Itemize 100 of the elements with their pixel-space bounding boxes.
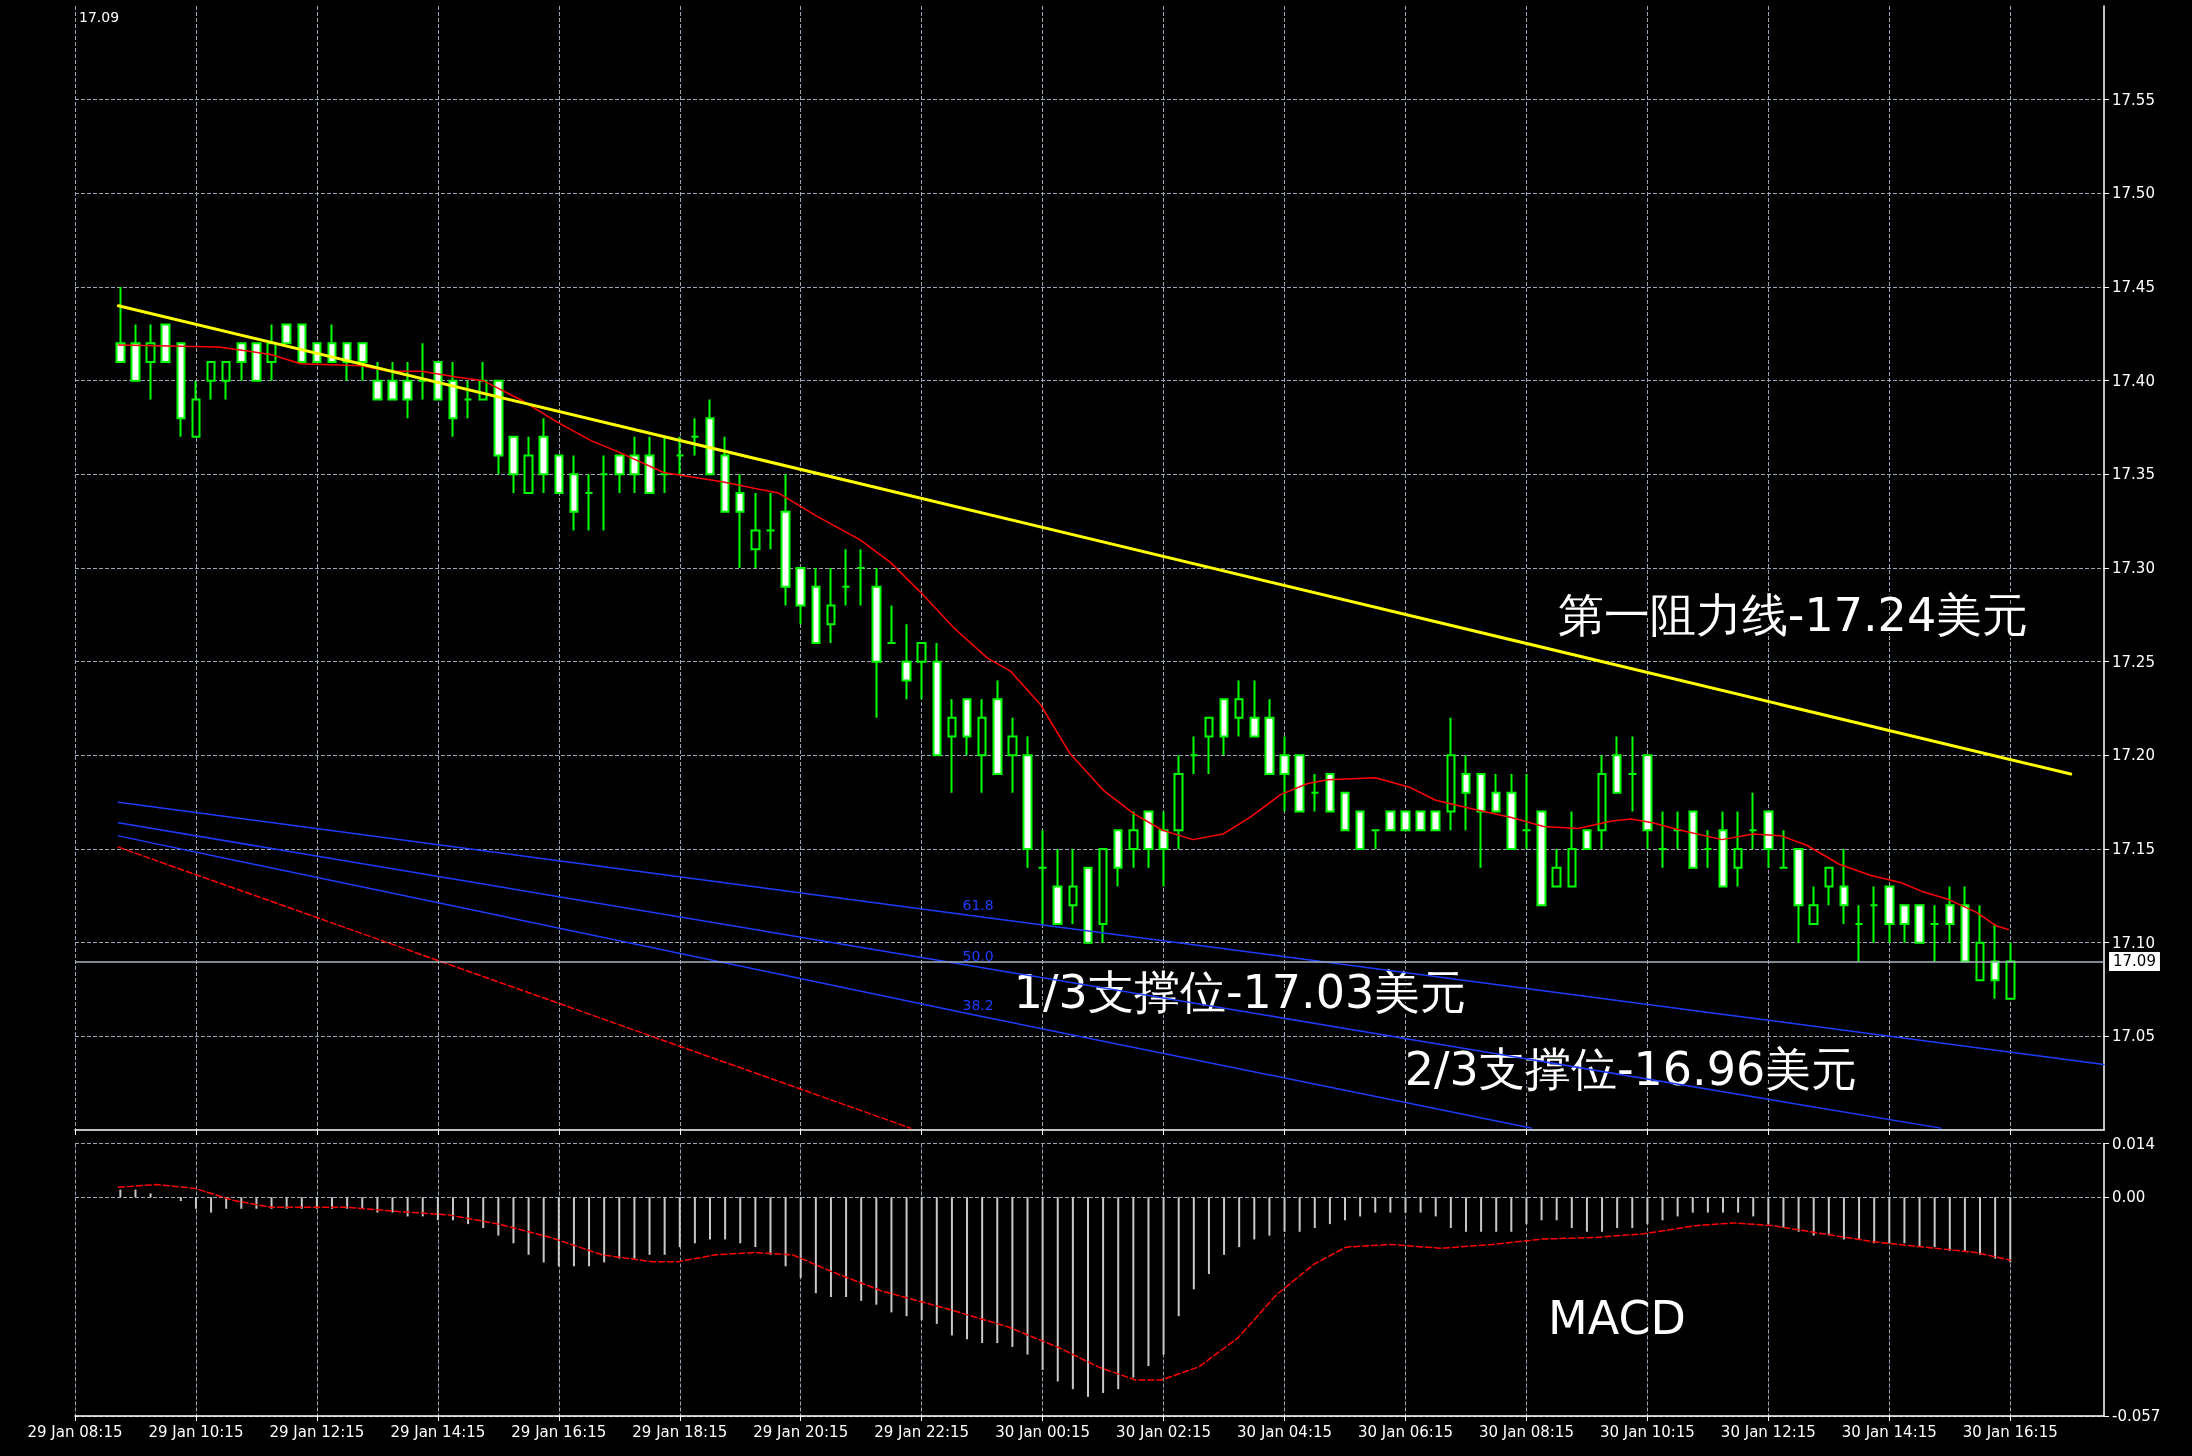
candlestick — [1718, 810, 1728, 888]
bar — [1601, 1197, 1604, 1232]
bar — [1056, 1197, 1059, 1382]
candlestick — [1884, 885, 1895, 944]
candlestick — [266, 323, 277, 382]
bar — [1192, 1197, 1195, 1290]
bar — [1207, 1197, 1210, 1274]
bar — [497, 1197, 500, 1236]
candlestick — [1173, 754, 1184, 850]
bar — [1495, 1197, 1498, 1232]
bar — [1767, 1197, 1770, 1225]
x-tick-label: 30 Jan 10:15 — [1599, 1422, 1695, 1441]
candlestick — [2005, 941, 2016, 1000]
candlestick — [977, 698, 987, 794]
candlestick — [1688, 810, 1698, 869]
candlestick — [1158, 810, 1169, 888]
bar — [1102, 1197, 1105, 1393]
bar — [436, 1197, 439, 1221]
x-tick-label: 30 Jan 16:15 — [1962, 1422, 2058, 1441]
y-tick-label: -0.057 — [2112, 1407, 2161, 1425]
bar — [678, 1197, 681, 1248]
bar — [1404, 1197, 1407, 1213]
x-tick-label: 30 Jan 02:15 — [1116, 1422, 1212, 1441]
bar — [966, 1197, 969, 1340]
candlestick — [1793, 848, 1804, 944]
candlestick — [1808, 885, 1819, 925]
candlestick — [992, 679, 1003, 776]
bar — [1737, 1197, 1740, 1213]
candlestick — [523, 435, 534, 495]
series-label: 50.0 — [962, 948, 994, 965]
candlestick — [705, 398, 715, 476]
y-tick-label: 0.00 — [2112, 1188, 2146, 1207]
candlestick — [1642, 754, 1653, 850]
x-tick-label: 30 Jan 06:15 — [1358, 1422, 1453, 1441]
bar — [1691, 1197, 1694, 1213]
bar — [950, 1197, 953, 1336]
candlestick — [1975, 904, 1985, 982]
x-tick-label: 29 Jan 22:15 — [874, 1422, 970, 1441]
x-tick-label: 30 Jan 12:15 — [1720, 1422, 1816, 1441]
candlestick — [1657, 810, 1668, 869]
ref-line-label: 17.09 — [2113, 952, 2156, 971]
candlestick — [1763, 810, 1774, 869]
bar — [981, 1197, 984, 1344]
candlestick — [508, 435, 519, 495]
bar — [1661, 1197, 1664, 1221]
candlestick — [1476, 773, 1486, 869]
candlestick — [750, 492, 761, 569]
bar — [1011, 1197, 1014, 1347]
candlestick — [1854, 904, 1864, 963]
x-tick-label: 29 Jan 16:15 — [511, 1422, 607, 1441]
candlestick — [221, 360, 231, 401]
candlestick — [780, 473, 791, 607]
candlestick — [1914, 904, 1925, 944]
candlestick — [1869, 885, 1879, 944]
bar — [860, 1197, 863, 1301]
candlestick — [690, 417, 700, 457]
candlestick — [236, 342, 247, 382]
bar — [451, 1197, 454, 1221]
bar — [1313, 1197, 1316, 1228]
bar — [300, 1197, 303, 1209]
candlestick — [841, 548, 851, 607]
bar — [1464, 1197, 1467, 1232]
candlestick — [1672, 810, 1683, 850]
candlestick — [720, 435, 730, 513]
bar — [1948, 1197, 1951, 1251]
bar — [1540, 1197, 1543, 1221]
bar — [1812, 1197, 1815, 1236]
candlestick — [614, 454, 625, 495]
bar — [512, 1197, 515, 1244]
candlestick — [1945, 885, 1955, 944]
candlestick — [206, 360, 216, 401]
bar — [875, 1197, 878, 1305]
bar — [1026, 1197, 1029, 1355]
candlestick — [1128, 810, 1139, 869]
y-tick-label: 17.55 — [2112, 90, 2155, 109]
bar — [482, 1197, 485, 1228]
candlestick — [493, 379, 504, 476]
y-tick-label: 17.30 — [2112, 559, 2155, 577]
candlestick — [1098, 848, 1108, 944]
candlestick — [584, 473, 594, 532]
candlestick — [962, 698, 972, 757]
bar — [1918, 1197, 1921, 1248]
bar — [1071, 1197, 1074, 1390]
candlestick — [1279, 735, 1290, 813]
bar — [1676, 1197, 1679, 1217]
y-tick-label: 17.45 — [2112, 278, 2155, 296]
y-tick-label: 17.05 — [2112, 1027, 2155, 1046]
candlestick — [1083, 866, 1093, 944]
x-tick-label: 29 Jan 10:15 — [148, 1422, 244, 1441]
bar — [845, 1197, 848, 1298]
candlestick — [1234, 679, 1244, 738]
candlestick — [1960, 885, 1970, 963]
candlestick — [886, 604, 897, 644]
bar — [134, 1189, 137, 1198]
bar — [754, 1197, 757, 1248]
bar — [1253, 1197, 1256, 1240]
candlestick — [176, 342, 186, 438]
bar — [1888, 1197, 1891, 1244]
bar — [996, 1197, 999, 1344]
candlestick — [1506, 773, 1517, 850]
